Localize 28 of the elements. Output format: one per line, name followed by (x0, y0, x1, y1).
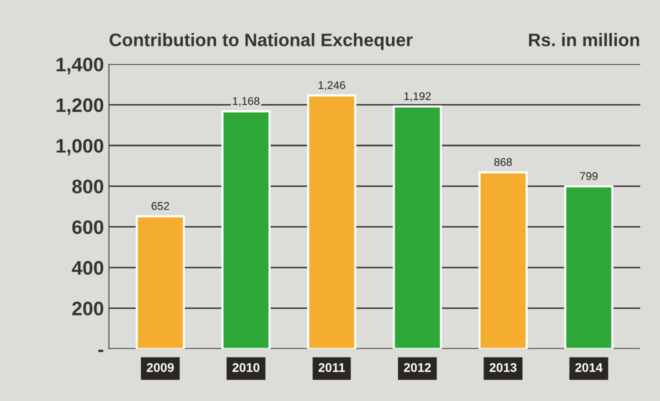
data-label: 652 (152, 202, 170, 210)
x-tick-label: 2012 (404, 363, 431, 372)
data-label: 799 (580, 172, 598, 180)
bar (564, 185, 614, 349)
y-axis-title: Rs. in million (529, 33, 640, 46)
bar (478, 171, 528, 349)
bar (307, 94, 356, 349)
x-tick-label: 2013 (490, 363, 517, 372)
x-tick-label: 2011 (318, 363, 345, 372)
y-tick-label: 1,000 (56, 138, 104, 156)
bar (221, 110, 271, 349)
data-label: 1,168 (232, 97, 260, 106)
y-tick-label: - (98, 350, 104, 352)
bar (392, 105, 442, 349)
y-tick-label: 800 (72, 180, 104, 194)
data-label: 868 (494, 158, 512, 166)
x-tick-label: 2010 (232, 363, 260, 372)
x-tick-label: 2009 (146, 363, 174, 372)
y-tick-label: 600 (72, 220, 104, 234)
y-tick-label: 400 (72, 260, 104, 275)
y-tick-label: 1,400 (56, 58, 104, 74)
data-label: 1,192 (404, 92, 431, 102)
data-label: 1,246 (318, 81, 346, 90)
y-tick-label: 200 (72, 302, 104, 316)
x-tick-label: 2014 (575, 363, 603, 372)
bar (136, 215, 185, 349)
y-tick-label: 1,200 (56, 98, 104, 115)
chart-title: Contribution to National Exchequer (110, 33, 413, 50)
